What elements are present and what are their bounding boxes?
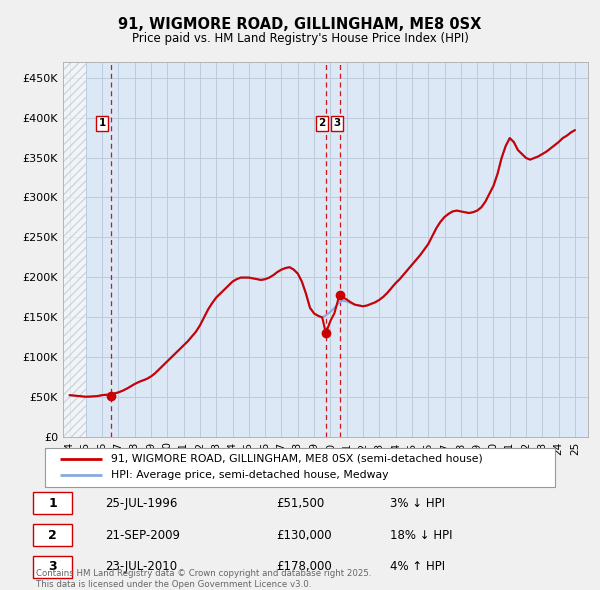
FancyBboxPatch shape	[33, 525, 72, 546]
Text: 91, WIGMORE ROAD, GILLINGHAM, ME8 0SX: 91, WIGMORE ROAD, GILLINGHAM, ME8 0SX	[118, 17, 482, 31]
Text: 18% ↓ HPI: 18% ↓ HPI	[390, 529, 452, 542]
FancyBboxPatch shape	[33, 556, 72, 578]
Text: Price paid vs. HM Land Registry's House Price Index (HPI): Price paid vs. HM Land Registry's House …	[131, 32, 469, 45]
Bar	[63, 62, 86, 437]
Text: 3: 3	[48, 560, 57, 573]
Text: 1: 1	[98, 119, 106, 129]
Text: 3% ↓ HPI: 3% ↓ HPI	[390, 497, 445, 510]
Text: 2: 2	[319, 119, 326, 129]
Text: Contains HM Land Registry data © Crown copyright and database right 2025.
This d: Contains HM Land Registry data © Crown c…	[36, 569, 371, 589]
FancyBboxPatch shape	[33, 493, 72, 514]
Text: 4% ↑ HPI: 4% ↑ HPI	[390, 560, 445, 573]
Text: 3: 3	[333, 119, 341, 129]
Text: 91, WIGMORE ROAD, GILLINGHAM, ME8 0SX (semi-detached house): 91, WIGMORE ROAD, GILLINGHAM, ME8 0SX (s…	[111, 454, 483, 464]
Text: 21-SEP-2009: 21-SEP-2009	[105, 529, 180, 542]
Text: HPI: Average price, semi-detached house, Medway: HPI: Average price, semi-detached house,…	[111, 470, 389, 480]
Text: 25-JUL-1996: 25-JUL-1996	[105, 497, 178, 510]
Text: 2: 2	[48, 529, 57, 542]
Text: 23-JUL-2010: 23-JUL-2010	[105, 560, 177, 573]
FancyBboxPatch shape	[45, 448, 555, 487]
Text: £51,500: £51,500	[276, 497, 324, 510]
Text: 1: 1	[48, 497, 57, 510]
Text: £130,000: £130,000	[276, 529, 332, 542]
Text: £178,000: £178,000	[276, 560, 332, 573]
